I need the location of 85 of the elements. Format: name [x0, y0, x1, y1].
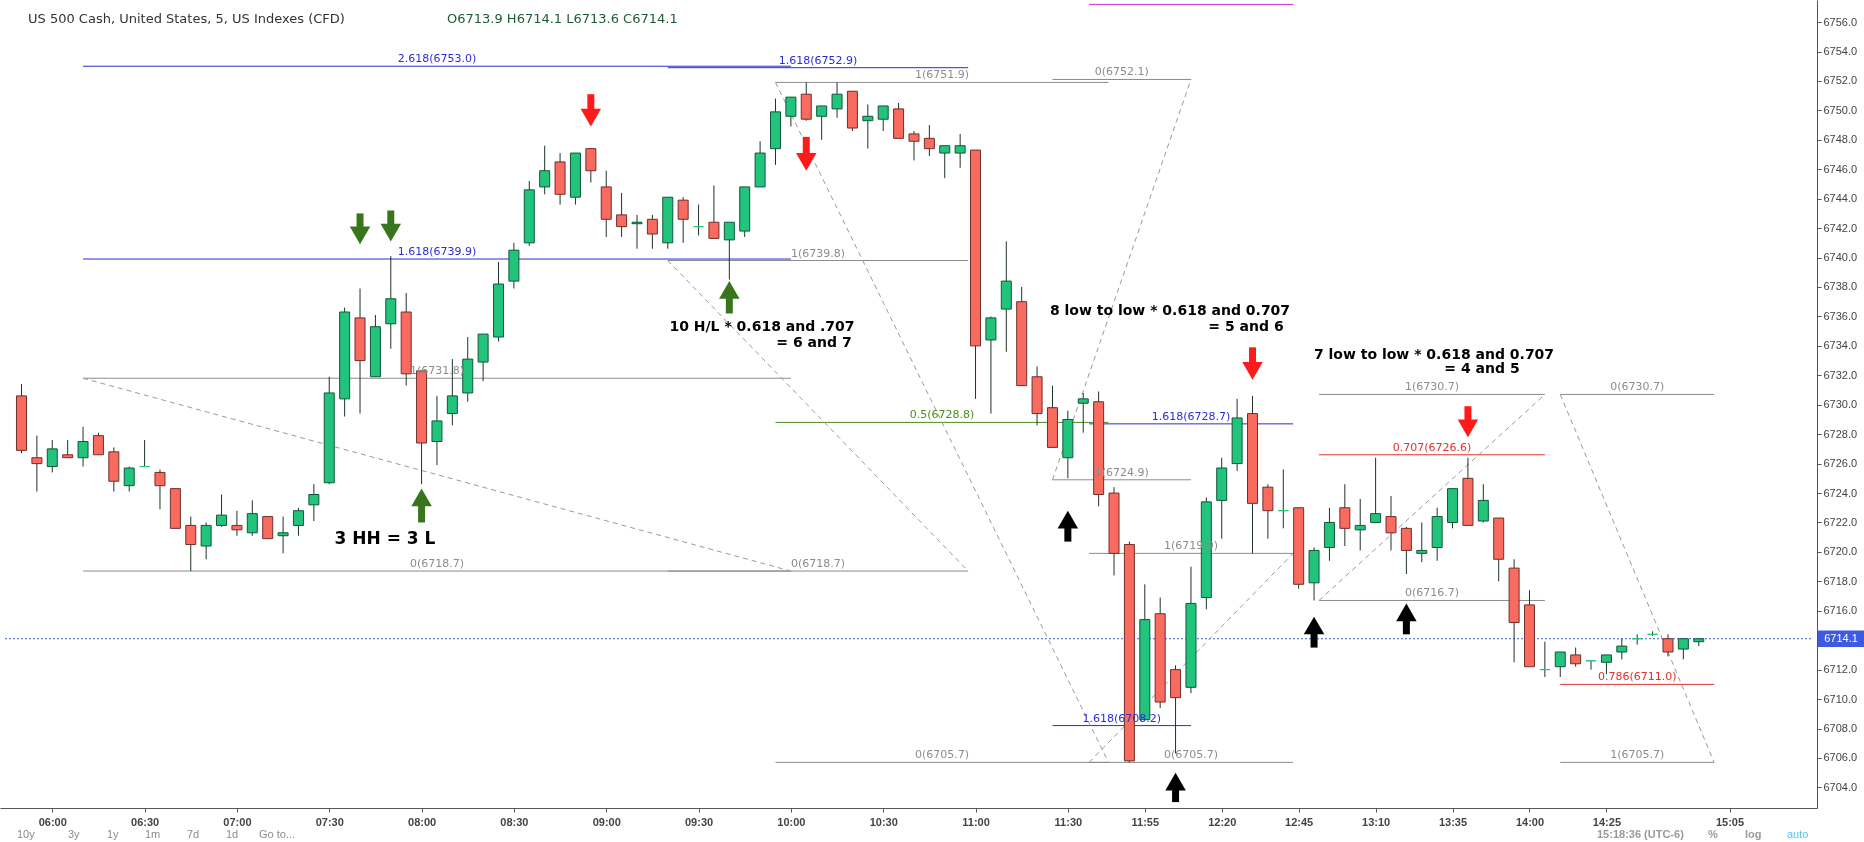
x-tick-label: 15:05 [1715, 815, 1745, 828]
x-tick-label: 13:35 [1438, 815, 1468, 828]
y-tick-label: 6744.0 [1823, 192, 1858, 205]
x-tick-label: 07:30 [315, 815, 344, 828]
series-label: 0(6705.7) [914, 748, 970, 762]
annotation: 10 H/L * 0.618 and .707 [669, 318, 855, 334]
ref-line-label: 6714.1 [1824, 631, 1858, 644]
series-label: 0(6705.7) [1164, 748, 1219, 762]
y-tick-label: 6736.0 [1823, 309, 1858, 322]
text: 3y [68, 828, 81, 840]
text: 1m [145, 828, 161, 840]
series-label: 1(6705.7) [1610, 748, 1665, 762]
x-tick-label: 07:00 [223, 815, 252, 828]
y-tick-label: 6748.0 [1823, 133, 1858, 146]
series-label: 0.5(6728.8) [909, 408, 975, 422]
series-label: 0.786(6711.0) [1597, 670, 1677, 684]
series-label: 1.618(6728.7) [1151, 409, 1231, 423]
y-tick-label: 6740.0 [1823, 251, 1858, 264]
x-tick-label: 14:25 [1592, 815, 1621, 828]
series-label: 1(6730.7) [1404, 380, 1459, 394]
series-label: 0(6718.7) [409, 557, 464, 571]
series-label: 0(6718.7) [790, 557, 845, 571]
series-label: 0(6752.1) [1094, 65, 1149, 79]
series-label: 0.707(6726.6) [1392, 440, 1472, 454]
y-tick-label: 6704.0 [1823, 780, 1858, 793]
series-label: 0(6716.7) [1404, 586, 1459, 600]
y-tick-label: 6726.0 [1823, 457, 1858, 470]
annotation: 8 low to low * 0.618 and 0.707 [1049, 302, 1291, 318]
x-tick-label: 09:30 [684, 815, 714, 828]
series-label: 1.618(6739.9) [397, 245, 477, 259]
text: US 500 Cash, United States, 5, US Indexes (CFD) [28, 11, 345, 26]
text: O6713.9 H6714.1 L6713.6 C6714.1 [447, 11, 678, 26]
annotation: = 4 and 5 [1444, 360, 1520, 376]
text: 10y [17, 828, 36, 840]
x-tick-label: 12:45 [1285, 815, 1314, 828]
y-tick-label: 6734.0 [1823, 339, 1858, 352]
y-tick-label: 6724.0 [1823, 486, 1858, 499]
y-tick-label: 6730.0 [1823, 398, 1858, 411]
text: % [1708, 828, 1718, 840]
text: Go to... [259, 828, 296, 840]
text: 1d [226, 828, 239, 840]
series-label: 1(6739.8) [790, 246, 845, 260]
y-tick-label: 6720.0 [1823, 545, 1858, 558]
y-tick-label: 6732.0 [1823, 368, 1858, 381]
annotation: 3 HH = 3 L [334, 528, 436, 548]
text: log [1745, 828, 1762, 840]
text: auto [1787, 828, 1809, 840]
y-tick-label: 6718.0 [1823, 574, 1858, 587]
x-tick-label: 08:30 [500, 815, 529, 828]
y-tick-label: 6712.0 [1823, 663, 1858, 676]
text: 15:18:36 (UTC-6) [1597, 828, 1685, 840]
series-label: 1(6751.9) [914, 68, 970, 82]
y-tick-label: 6746.0 [1823, 162, 1858, 175]
y-tick-label: 6728.0 [1823, 427, 1858, 440]
text: 7d [187, 828, 200, 840]
y-tick-label: 6706.0 [1823, 751, 1858, 764]
x-tick-label: 11:55 [1131, 815, 1160, 828]
x-tick-label: 09:00 [592, 815, 621, 828]
y-tick-label: 6722.0 [1823, 515, 1858, 528]
x-tick-label: 10:00 [777, 815, 806, 828]
x-tick-label: 08:00 [408, 815, 437, 828]
y-tick-label: 6756.0 [1823, 15, 1858, 28]
text: 1y [107, 828, 120, 840]
x-tick-label: 13:10 [1362, 815, 1391, 828]
x-tick-label: 11:00 [962, 815, 990, 828]
y-tick-label: 6742.0 [1823, 221, 1858, 234]
series-label: 0(6730.7) [1610, 380, 1665, 394]
y-tick-label: 6752.0 [1823, 74, 1858, 87]
y-tick-label: 6716.0 [1823, 604, 1858, 617]
x-tick-label: 12:20 [1208, 815, 1237, 828]
y-tick-label: 6754.0 [1823, 45, 1858, 58]
y-tick-label: 6738.0 [1823, 280, 1858, 293]
x-tick-label: 06:30 [131, 815, 160, 828]
x-tick-label: 14:00 [1515, 815, 1545, 828]
y-tick-label: 6708.0 [1823, 722, 1858, 735]
x-tick-label: 11:30 [1054, 815, 1083, 828]
annotation: = 6 and 7 [776, 334, 852, 350]
y-tick-label: 6750.0 [1823, 103, 1858, 116]
annotation: 7 low to low * 0.618 and 0.707 [1313, 346, 1555, 362]
series-label: 2.618(6753.0) [397, 52, 477, 66]
x-tick-label: 06:00 [38, 815, 67, 828]
x-tick-label: 10:30 [869, 815, 898, 828]
y-tick-label: 6710.0 [1823, 692, 1858, 705]
annotation: = 5 and 6 [1208, 318, 1284, 334]
series-label: 1.618(6752.9) [778, 53, 858, 67]
